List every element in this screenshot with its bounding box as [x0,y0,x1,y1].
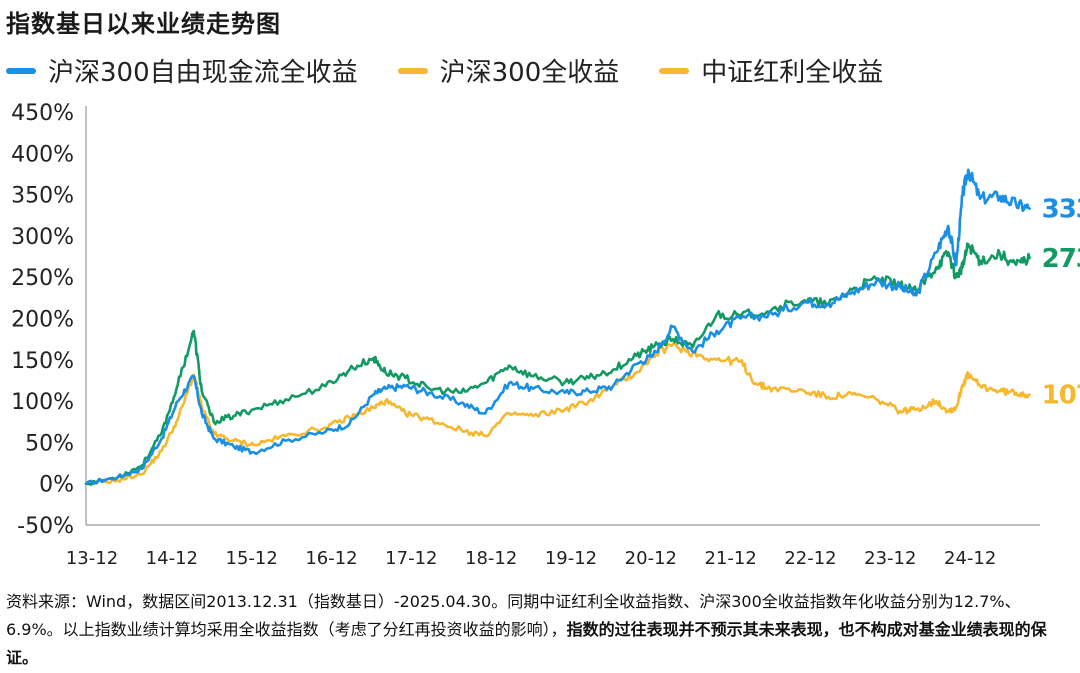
y-tick-label: 350% [11,184,74,209]
x-tick-label: 20-12 [625,548,677,569]
source-footnote: 资料来源：Wind，数据区间2013.12.31（指数基日）-2025.04.3… [6,588,1074,672]
series-line-csi300 [84,242,1031,486]
x-tick-label: 19-12 [545,548,597,569]
legend-swatch-fcf [6,67,36,74]
y-tick-label: 150% [11,349,74,374]
x-tick-label: 15-12 [226,548,278,569]
x-tick-label: 18-12 [465,548,517,569]
y-tick-label: -50% [17,514,74,539]
legend-swatch-csi300 [397,67,428,74]
x-tick-label: 21-12 [705,548,757,569]
end-label-csi300: 273.1% [1042,244,1080,274]
x-tick-label: 23-12 [864,548,916,569]
end-label-fcf: 333.1% [1042,195,1080,225]
legend-label-fcf: 沪深300自由现金流全收益 [48,58,358,88]
x-tick-label: 17-12 [385,548,437,569]
chart-title: 指数基日以来业绩走势图 [6,10,281,38]
x-tick-label: 16-12 [305,548,357,569]
y-tick-label: 450% [11,101,74,126]
legend-item-dividend: 中证红利全收益 [659,52,883,89]
y-tick-label: 100% [11,390,74,415]
y-tick-label: 300% [11,225,74,250]
performance-line-chart: 450% 400% 350% 300% 250% 200% 150% 100% 50% 0% -50… [11,101,1080,569]
legend-item-csi300: 沪深300全收益 [397,52,620,89]
legend-label-csi300: 沪深300全收益 [439,58,620,88]
x-tick-label: 22-12 [784,548,836,569]
y-tick-label: 0% [39,473,74,498]
series-line-fcf [84,168,1031,486]
x-tick-label: 14-12 [146,548,198,569]
series-line-dividend [84,340,1031,485]
legend-swatch-dividend [659,67,690,74]
legend-label-dividend: 中证红利全收益 [701,58,884,88]
y-tick-label: 50% [25,431,74,456]
y-tick-label: 250% [11,266,74,291]
legend: 沪深300自由现金流全收益 沪深300全收益 中证红利全收益 [6,52,923,89]
legend-item-fcf: 沪深300自由现金流全收益 [6,52,358,89]
x-tick-label: 24-12 [944,548,996,569]
footnote-disclaimer: 指数的过往表现并不预示其未来表现，也不构成对基金业绩表现的保证。 [6,620,1047,667]
x-tick-label: 13-12 [66,548,118,569]
y-tick-label: 200% [11,308,74,333]
y-tick-label: 400% [11,142,74,167]
footnote-text: 资料来源：Wind，数据区间2013.12.31（指数基日）-2025.04.3… [6,592,1021,639]
end-label-dividend: 107.9% [1042,381,1080,411]
